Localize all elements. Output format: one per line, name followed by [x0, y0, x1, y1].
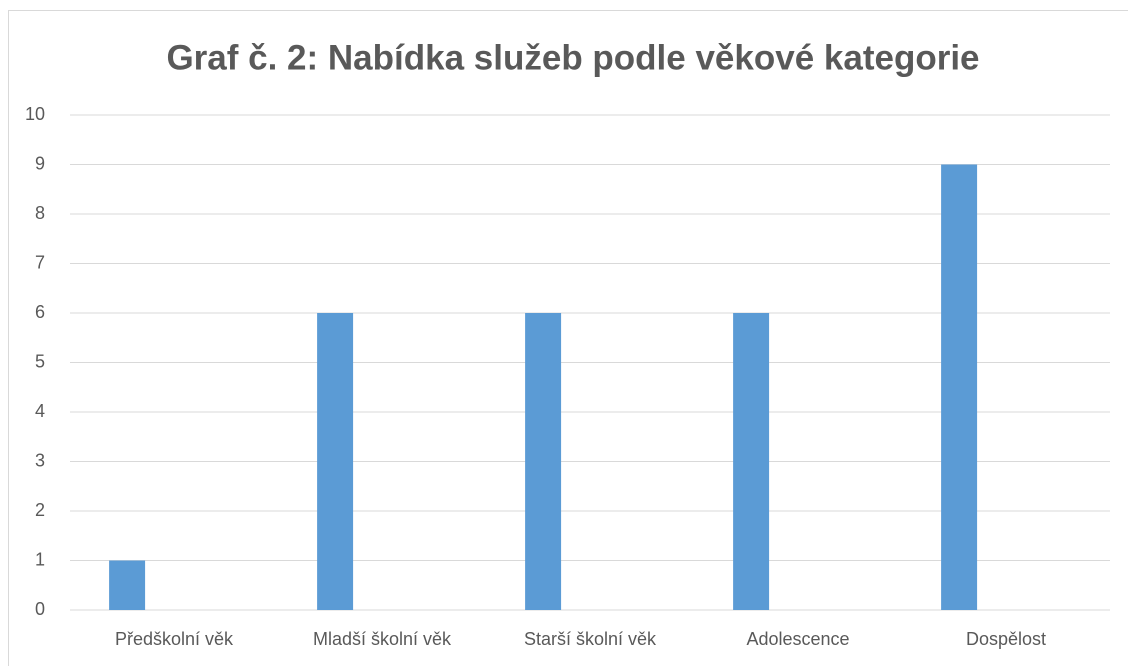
- bar: [317, 313, 354, 610]
- y-tick-label: 8: [35, 203, 45, 223]
- x-tick-label: Mladší školní věk: [313, 629, 452, 649]
- x-tick-label: Dospělost: [966, 629, 1046, 649]
- y-tick-label: 2: [35, 500, 45, 520]
- y-tick-label: 1: [35, 549, 45, 569]
- y-tick-label: 5: [35, 351, 45, 371]
- y-tick-label: 0: [35, 599, 45, 619]
- y-tick-label: 6: [35, 302, 45, 322]
- x-tick-label: Starší školní věk: [524, 629, 657, 649]
- x-tick-label: Adolescence: [746, 629, 849, 649]
- x-tick-label: Předškolní věk: [115, 629, 234, 649]
- bar: [525, 313, 562, 610]
- y-tick-label: 7: [35, 252, 45, 272]
- chart-title: Graf č. 2: Nabídka služeb podle věkové k…: [166, 38, 979, 77]
- bar: [733, 313, 770, 610]
- y-tick-label: 9: [35, 153, 45, 173]
- y-tick-label: 3: [35, 450, 45, 470]
- y-tick-label: 4: [35, 401, 45, 421]
- bar: [941, 164, 978, 610]
- y-tick-label: 10: [25, 104, 45, 124]
- bar: [109, 560, 146, 610]
